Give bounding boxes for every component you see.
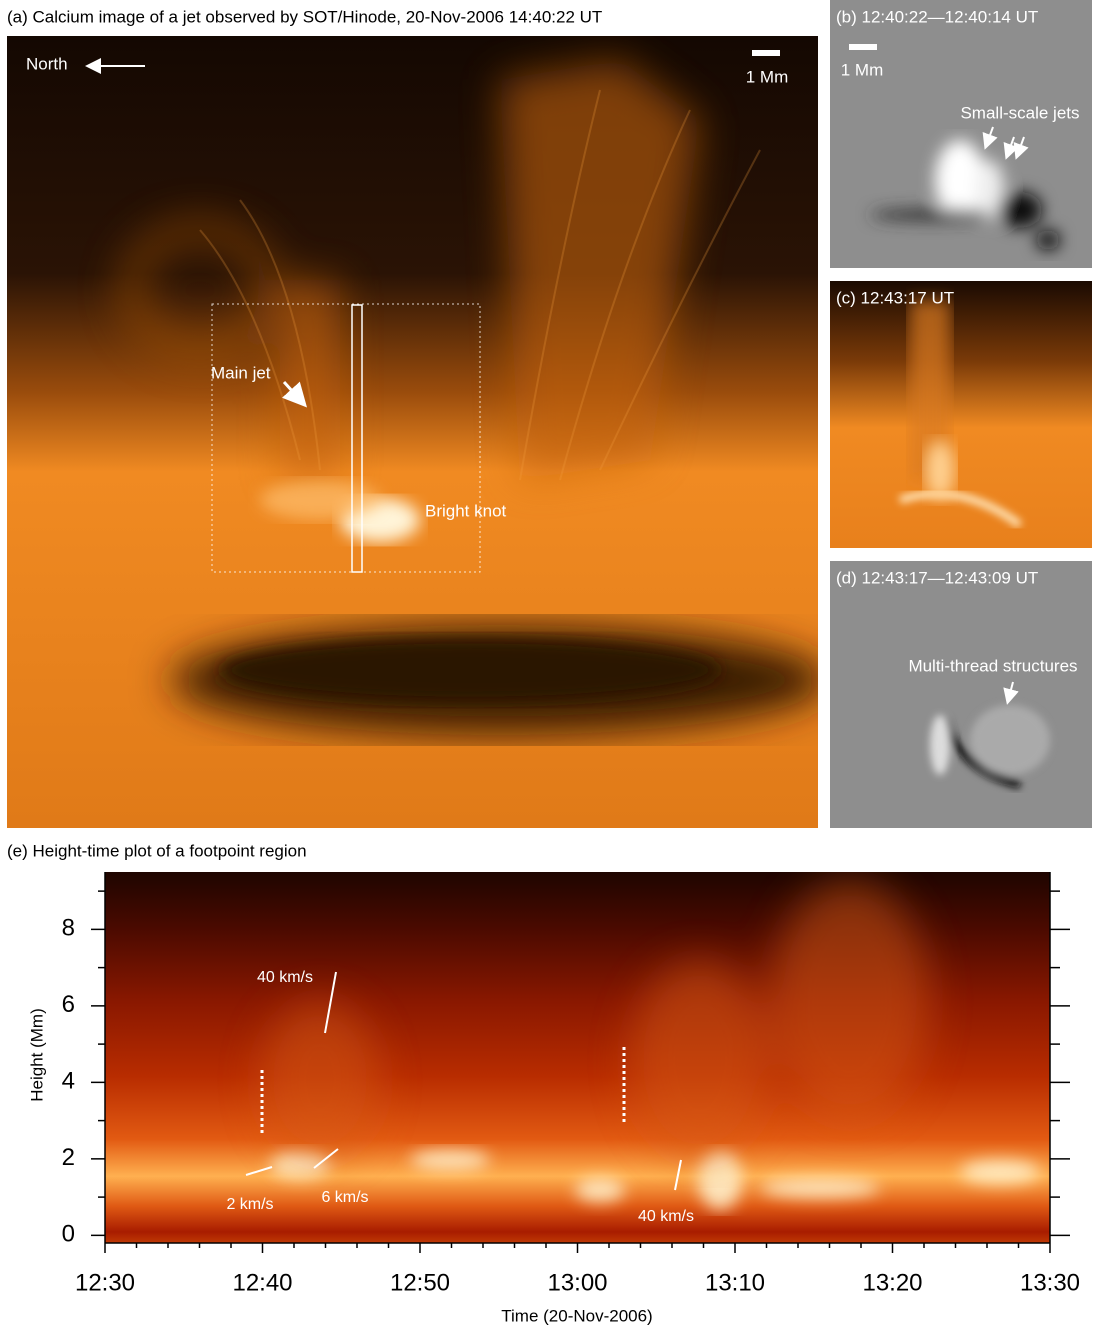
y-tick-label: 6 xyxy=(62,991,75,1018)
velocity-label: 40 km/s xyxy=(257,969,313,986)
panel-label: (b) 12:40:22—12:40:14 UT xyxy=(836,7,1038,26)
x-tick-label: 12:40 xyxy=(232,1269,292,1296)
panel-label: (d) 12:43:17—12:43:09 UT xyxy=(836,568,1038,587)
figure: (a) Calcium image of a jet observed by S… xyxy=(0,0,1094,1332)
x-tick-label: 13:30 xyxy=(1020,1269,1080,1296)
chart-title: (e) Height-time plot of a footpoint regi… xyxy=(7,841,307,860)
image-a xyxy=(7,36,830,828)
panel-label: (c) 12:43:17 UT xyxy=(836,288,954,307)
x-tick-label: 12:50 xyxy=(390,1269,450,1296)
image-c xyxy=(830,281,1092,548)
y-tick-label: 8 xyxy=(62,915,75,942)
x-tick-label: 13:10 xyxy=(705,1269,765,1296)
scale-label: 1 Mm xyxy=(841,60,884,79)
annotation: Small-scale jets xyxy=(960,103,1079,122)
y-tick-label: 4 xyxy=(62,1068,75,1095)
annotation: Multi-thread structures xyxy=(908,656,1077,675)
x-tick-label: 13:00 xyxy=(547,1269,607,1296)
velocity-label: 6 km/s xyxy=(321,1189,368,1206)
image-b xyxy=(830,0,1092,268)
annotation: Bright knot xyxy=(425,501,507,520)
y-axis-label: Height (Mm) xyxy=(27,1008,46,1102)
image-d xyxy=(830,561,1092,828)
velocity-label: 40 km/s xyxy=(638,1208,694,1225)
x-tick-label: 12:30 xyxy=(75,1269,135,1296)
x-axis-label: Time (20-Nov-2006) xyxy=(501,1306,652,1325)
y-tick-label: 0 xyxy=(62,1221,75,1248)
annotation: Main jet xyxy=(211,363,271,382)
panel-label: (a) Calcium image of a jet observed by S… xyxy=(7,7,602,26)
scale-label: 1 Mm xyxy=(746,67,789,86)
velocity-label: 2 km/s xyxy=(226,1196,273,1213)
north-label: North xyxy=(26,54,68,73)
height-time-image: 40 km/s 2 km/s 6 km/s 40 km/s xyxy=(105,872,1050,1243)
x-tick-label: 13:20 xyxy=(862,1269,922,1296)
y-tick-label: 2 xyxy=(62,1144,75,1171)
